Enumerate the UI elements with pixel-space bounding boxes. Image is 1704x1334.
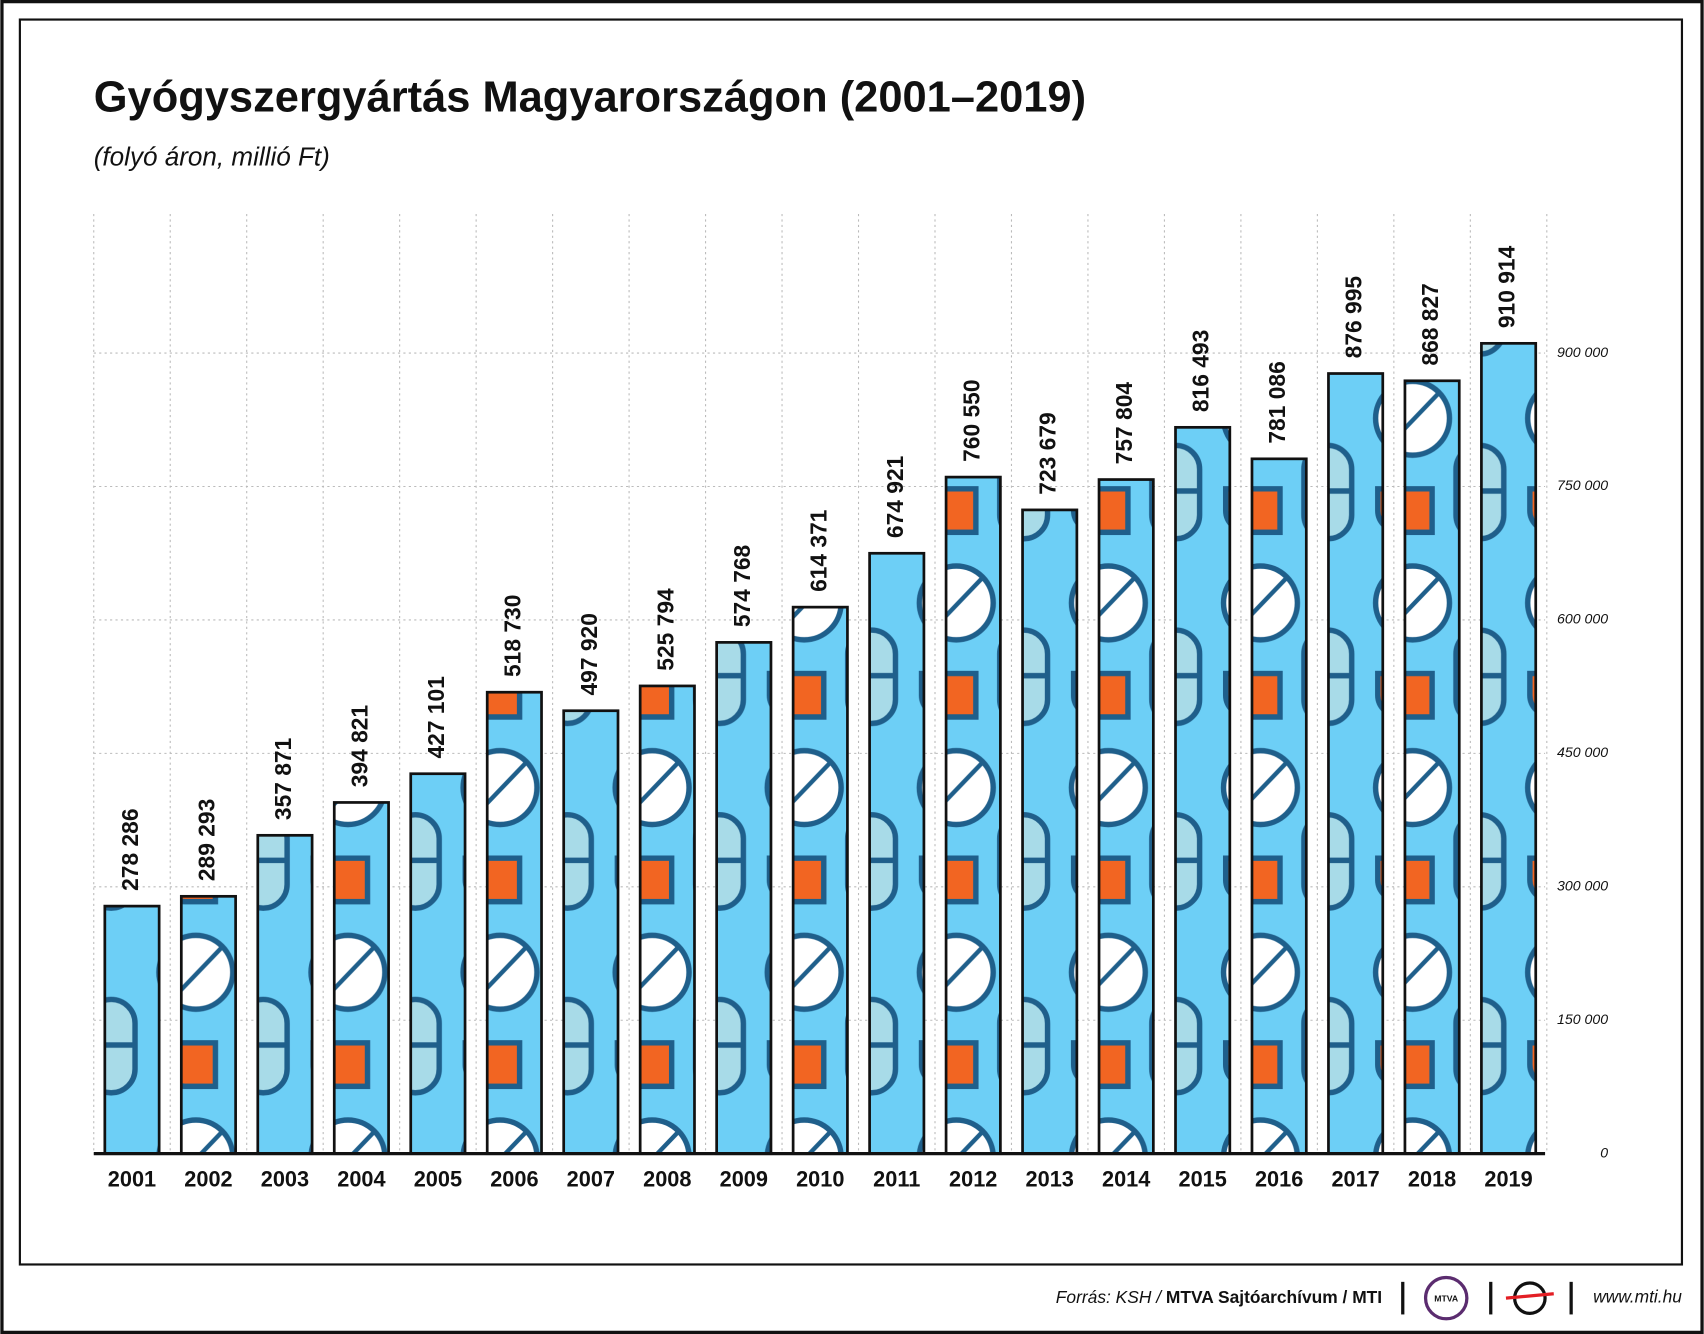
x-tick-label: 2001 — [108, 1167, 156, 1192]
source-part: Forrás: KSH / — [1056, 1287, 1163, 1307]
value-label: 278 286 — [117, 809, 143, 891]
x-tick-label: 2019 — [1484, 1167, 1532, 1192]
x-tick-label: 2013 — [1026, 1167, 1074, 1192]
x-tick-label: 2002 — [184, 1167, 232, 1192]
x-tick-label: 2009 — [720, 1167, 768, 1192]
y-tick-label: 450 000 — [1557, 744, 1608, 760]
value-label: 816 493 — [1188, 330, 1214, 412]
value-label: 614 371 — [805, 509, 831, 592]
bar — [332, 801, 390, 1156]
x-tick-label: 2006 — [490, 1167, 538, 1192]
footer: Forrás: KSH / MTVA Sajtóarchívum / MTI M… — [1056, 1275, 1682, 1321]
y-tick-label: 150 000 — [1557, 1011, 1608, 1027]
bar — [1480, 341, 1538, 1156]
value-label: 289 293 — [193, 799, 219, 881]
x-tick-label: 2015 — [1178, 1167, 1226, 1192]
chart-subtitle: (folyó áron, millió Ft) — [94, 141, 330, 171]
x-tick-label: 2016 — [1255, 1167, 1303, 1192]
bar — [409, 772, 467, 1156]
y-tick-label: 600 000 — [1557, 611, 1608, 627]
x-tick-label: 2008 — [643, 1167, 691, 1192]
x-tick-label: 2012 — [949, 1167, 997, 1192]
logo-mtva — [1423, 1275, 1469, 1321]
bar — [485, 690, 543, 1156]
value-label: 394 821 — [346, 705, 372, 788]
value-label: 525 794 — [652, 588, 678, 671]
plot: 0 150 000 300 000 450 000 600 000 750 000 900 … — [93, 214, 1608, 1192]
value-label: 876 995 — [1341, 276, 1367, 359]
value-label: 757 804 — [1111, 382, 1137, 465]
bar — [715, 641, 773, 1156]
x-tick-label: 2018 — [1408, 1167, 1456, 1192]
y-tick-label: 0 — [1600, 1144, 1608, 1160]
x-tick-label: 2014 — [1102, 1167, 1150, 1192]
logo-mti-line — [1505, 1292, 1554, 1300]
x-tick-label: 2004 — [337, 1167, 385, 1192]
bar — [256, 833, 314, 1156]
bar — [1174, 425, 1232, 1156]
value-label: 910 914 — [1494, 245, 1520, 328]
value-label: 518 730 — [499, 595, 525, 677]
bar — [1327, 372, 1385, 1156]
bar — [791, 605, 849, 1156]
value-label: 427 101 — [423, 676, 449, 759]
chart-title: Gyógyszergyártás Magyarországon (2001–20… — [94, 73, 1086, 121]
x-tick-label: 2010 — [796, 1167, 844, 1192]
value-label: 781 086 — [1264, 361, 1290, 443]
x-tick-label: 2011 — [873, 1167, 920, 1192]
bar — [1250, 457, 1308, 1156]
bar — [103, 904, 161, 1156]
x-tick-label: 2003 — [261, 1167, 309, 1192]
source: Forrás: KSH / MTVA Sajtóarchívum / MTI — [1056, 1287, 1382, 1307]
x-tick-label: 2005 — [414, 1167, 462, 1192]
value-label: 497 920 — [576, 613, 602, 695]
bar — [1021, 508, 1079, 1156]
bar — [944, 475, 1002, 1156]
inner-frame — [18, 18, 1684, 1266]
y-tick-label: 750 000 — [1557, 477, 1608, 493]
website: www.mti.hu — [1593, 1287, 1682, 1307]
bar — [179, 894, 237, 1156]
y-tick-label: 900 000 — [1557, 344, 1608, 360]
logo-text: MTVA — [1434, 1294, 1459, 1304]
x-tick-label: 2017 — [1331, 1167, 1379, 1192]
value-label: 760 550 — [958, 379, 984, 461]
value-label: 674 921 — [882, 455, 908, 538]
source-part: MTVA Sajtóarchívum / MTI — [1166, 1287, 1382, 1307]
bar — [638, 684, 696, 1156]
value-label: 723 679 — [1035, 412, 1061, 494]
x-tick-label: 2007 — [567, 1167, 615, 1192]
bar — [1097, 478, 1155, 1156]
bar — [562, 709, 620, 1156]
value-label: 868 827 — [1417, 283, 1443, 365]
value-label: 357 871 — [270, 737, 296, 820]
bar — [1403, 379, 1461, 1156]
value-label: 574 768 — [729, 545, 755, 627]
y-tick-label: 300 000 — [1557, 878, 1608, 894]
bar — [868, 551, 926, 1156]
